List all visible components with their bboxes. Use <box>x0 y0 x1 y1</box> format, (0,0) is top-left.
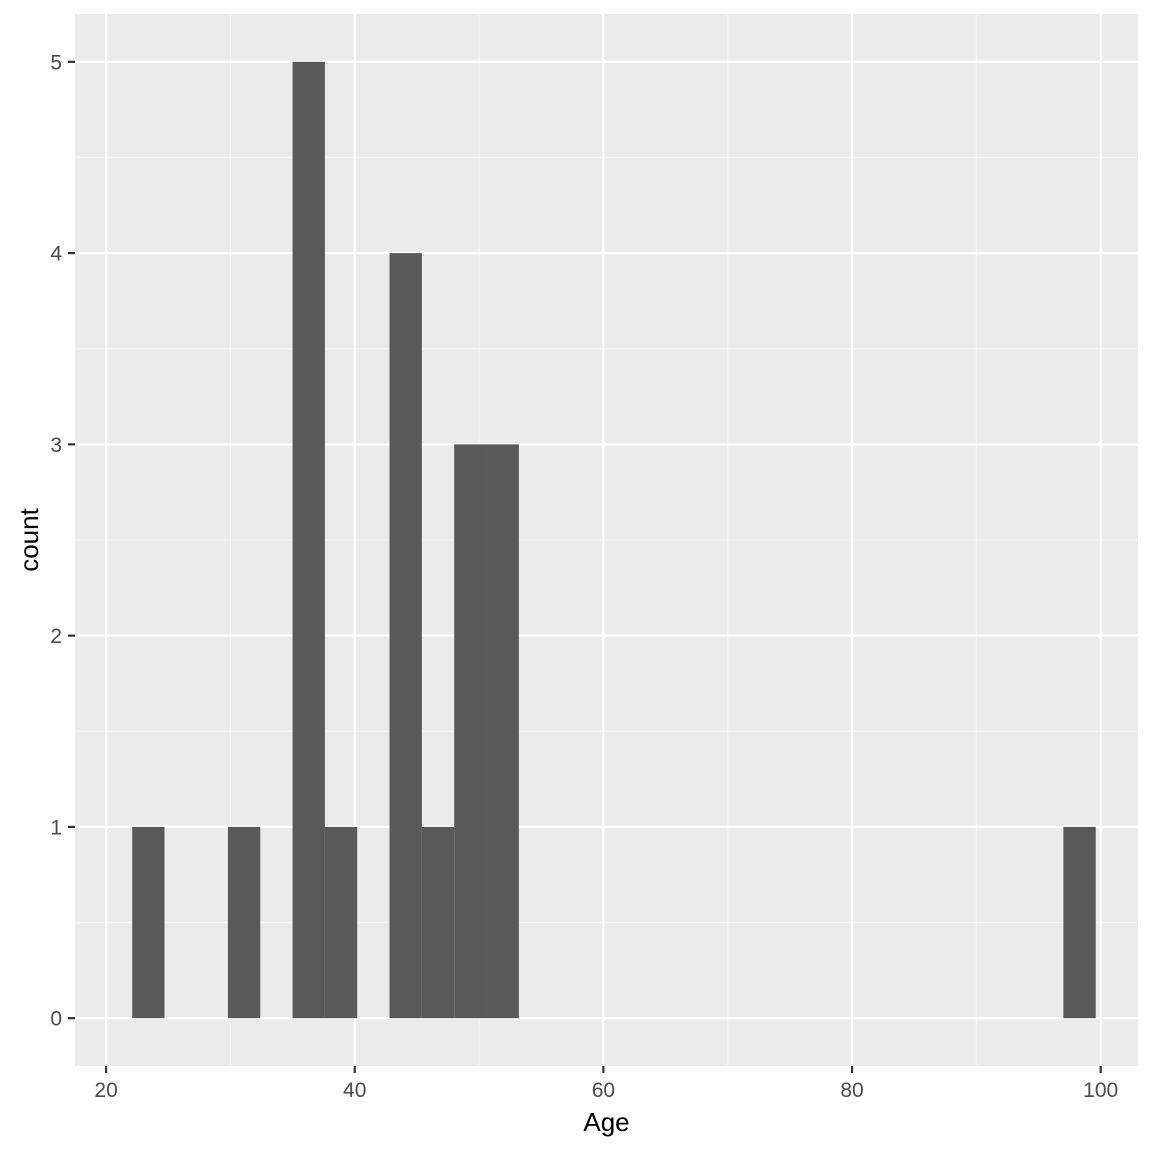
x-axis-ticks: 20 40 60 80 100 <box>94 1066 1118 1102</box>
histogram-bar <box>486 444 519 1019</box>
histogram-bar <box>421 826 455 1019</box>
y-tick-label: 4 <box>50 243 62 266</box>
y-tick-label: 0 <box>50 1008 62 1031</box>
x-tick-label: 40 <box>343 1079 366 1102</box>
histogram-bars <box>132 61 1096 1019</box>
y-tick-label: 1 <box>50 816 62 839</box>
x-tick-label: 60 <box>592 1079 615 1102</box>
y-axis-title: count <box>14 507 44 571</box>
histogram-bar <box>324 826 358 1019</box>
x-tick-label: 80 <box>840 1079 863 1102</box>
y-tick-label: 2 <box>50 625 62 648</box>
histogram-bar <box>389 253 422 1019</box>
histogram-bar <box>227 826 261 1019</box>
x-tick-label: 100 <box>1083 1079 1118 1102</box>
y-axis-ticks: 0 1 2 3 4 5 <box>50 51 75 1031</box>
histogram-bar <box>1063 826 1096 1019</box>
histogram-bar <box>292 61 325 1019</box>
histogram-bar <box>132 826 165 1019</box>
histogram-bar <box>454 444 487 1019</box>
y-tick-label: 3 <box>50 434 62 457</box>
y-tick-label: 5 <box>50 51 62 74</box>
x-tick-label: 20 <box>94 1079 117 1102</box>
x-axis-title: Age <box>583 1107 629 1137</box>
